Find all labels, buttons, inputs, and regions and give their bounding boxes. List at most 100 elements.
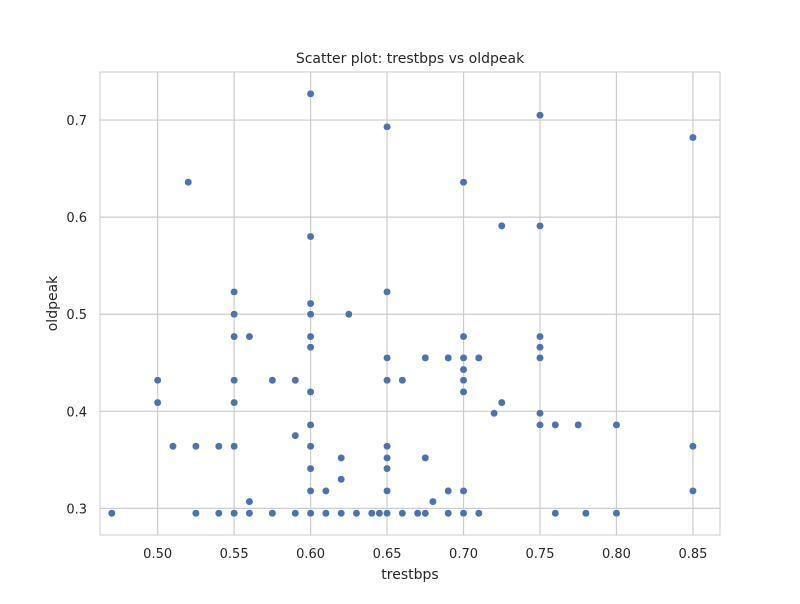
- data-point: [460, 388, 467, 395]
- data-point: [383, 354, 390, 361]
- data-point: [230, 443, 237, 450]
- data-point: [422, 454, 429, 461]
- data-point: [337, 476, 344, 483]
- data-point: [429, 498, 436, 505]
- y-tick-label: 0.5: [66, 308, 87, 323]
- data-point: [292, 432, 299, 439]
- y-tick-label: 0.3: [66, 502, 87, 517]
- data-point: [689, 487, 696, 494]
- data-point: [307, 510, 314, 517]
- data-point: [536, 112, 543, 119]
- data-point: [445, 487, 452, 494]
- data-point: [307, 388, 314, 395]
- data-point: [536, 333, 543, 340]
- data-point: [575, 421, 582, 428]
- data-point: [154, 377, 161, 384]
- data-point: [445, 510, 452, 517]
- data-point: [230, 377, 237, 384]
- data-point: [490, 410, 497, 417]
- data-point: [322, 510, 329, 517]
- data-point: [246, 510, 253, 517]
- data-point: [475, 354, 482, 361]
- data-point: [154, 399, 161, 406]
- data-point: [307, 300, 314, 307]
- data-point: [307, 443, 314, 450]
- data-point: [307, 90, 314, 97]
- data-point: [383, 510, 390, 517]
- x-tick-label: 0.50: [143, 547, 172, 562]
- y-tick-label: 0.4: [66, 405, 87, 420]
- data-point: [269, 510, 276, 517]
- data-point: [185, 178, 192, 185]
- x-axis-label: trestbps: [381, 567, 438, 583]
- data-point: [230, 510, 237, 517]
- data-point: [475, 510, 482, 517]
- data-point: [498, 222, 505, 229]
- data-point: [613, 421, 620, 428]
- data-point: [552, 421, 559, 428]
- data-point: [460, 333, 467, 340]
- data-point: [582, 510, 589, 517]
- data-point: [536, 222, 543, 229]
- data-point: [445, 354, 452, 361]
- data-point: [552, 510, 559, 517]
- y-tick-label: 0.6: [66, 211, 87, 226]
- data-point: [337, 510, 344, 517]
- data-point: [536, 421, 543, 428]
- data-point: [422, 354, 429, 361]
- data-point: [292, 377, 299, 384]
- data-point: [246, 333, 253, 340]
- data-point: [307, 421, 314, 428]
- data-point: [613, 510, 620, 517]
- data-point: [460, 510, 467, 517]
- data-point: [307, 333, 314, 340]
- data-point: [230, 333, 237, 340]
- y-tick-label: 0.7: [66, 114, 87, 129]
- x-tick-label: 0.65: [373, 547, 402, 562]
- data-point: [307, 233, 314, 240]
- data-point: [536, 410, 543, 417]
- x-tick-label: 0.55: [220, 547, 249, 562]
- data-point: [383, 454, 390, 461]
- data-point: [460, 487, 467, 494]
- data-point: [689, 443, 696, 450]
- data-point: [337, 454, 344, 461]
- data-point: [383, 377, 390, 384]
- x-tick-label: 0.85: [678, 547, 707, 562]
- data-point: [536, 344, 543, 351]
- data-point: [169, 443, 176, 450]
- data-point: [376, 510, 383, 517]
- x-tick-label: 0.75: [526, 547, 555, 562]
- data-point: [460, 377, 467, 384]
- data-point: [383, 487, 390, 494]
- x-tick-label: 0.60: [296, 547, 325, 562]
- data-point: [246, 498, 253, 505]
- data-point: [322, 487, 329, 494]
- chart-title: Scatter plot: trestbps vs oldpeak: [296, 51, 525, 67]
- data-point: [422, 510, 429, 517]
- data-point: [192, 443, 199, 450]
- y-axis-label: oldpeak: [45, 275, 61, 331]
- data-point: [460, 366, 467, 373]
- data-point: [307, 487, 314, 494]
- data-point: [689, 134, 696, 141]
- data-point: [353, 510, 360, 517]
- data-point: [498, 399, 505, 406]
- data-point: [536, 354, 543, 361]
- x-tick-label: 0.70: [449, 547, 478, 562]
- data-point: [230, 399, 237, 406]
- data-point: [215, 443, 222, 450]
- data-point: [460, 354, 467, 361]
- data-point: [307, 344, 314, 351]
- x-tick-label: 0.80: [602, 547, 631, 562]
- data-point: [269, 377, 276, 384]
- data-point: [383, 443, 390, 450]
- data-point: [345, 311, 352, 318]
- data-point: [230, 288, 237, 295]
- data-point: [368, 510, 375, 517]
- data-point: [307, 465, 314, 472]
- data-point: [307, 311, 314, 318]
